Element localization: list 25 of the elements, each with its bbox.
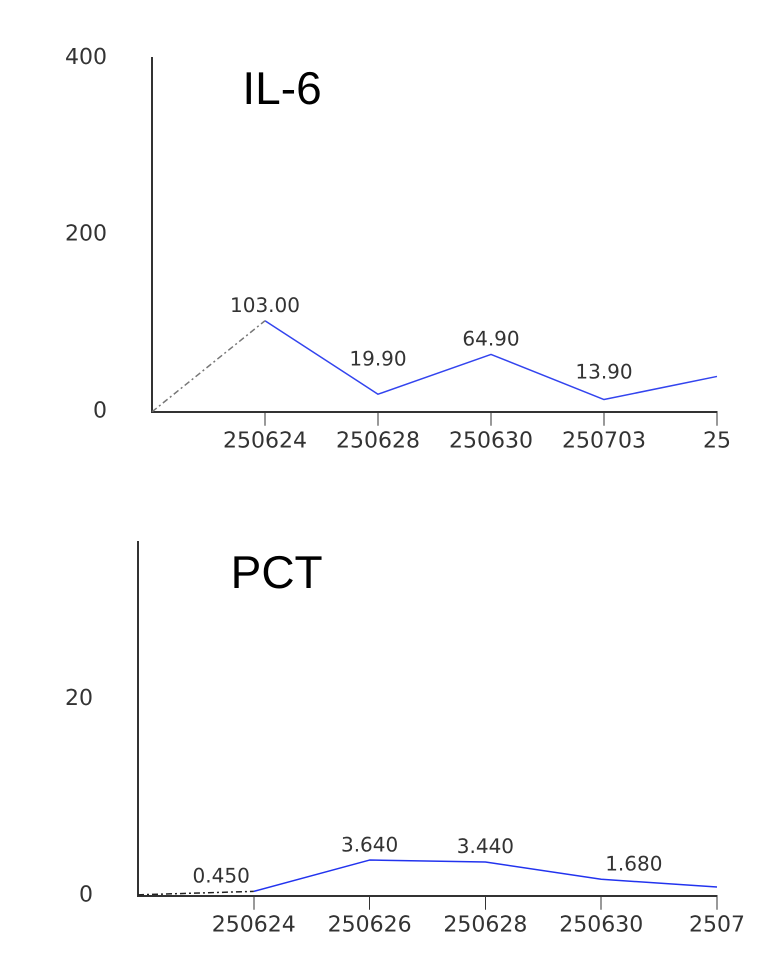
y-tick-label: 400 (64, 44, 107, 70)
data-label: 19.90 (349, 346, 407, 370)
y-tick-label: 0 (78, 882, 93, 908)
x-tick-label: 25 (703, 428, 731, 454)
x-tick-label: 250630 (449, 428, 533, 454)
y-tick-label: 200 (64, 222, 107, 247)
data-label: 0.450 (192, 864, 250, 888)
x-tick-label: 250624 (223, 428, 307, 454)
data-label: 13.90 (575, 360, 633, 384)
x-tick-label: 250626 (328, 912, 412, 938)
chart-title: IL-6 (242, 62, 322, 114)
x-tick-label: 250628 (443, 912, 528, 938)
x-tick-label: 2507 (689, 912, 745, 938)
y-tick-label: 20 (64, 686, 93, 712)
data-label: 103.00 (230, 292, 300, 317)
chart-title: PCT (230, 546, 323, 598)
x-tick-label: 250630 (559, 912, 644, 938)
y-tick-label: 0 (92, 398, 107, 424)
x-tick-label: 250628 (336, 428, 420, 454)
data-label: 3.640 (340, 832, 398, 856)
data-label: 3.440 (456, 834, 514, 858)
data-label: 64.90 (462, 326, 520, 351)
x-tick-label: 250703 (562, 428, 646, 454)
data-label: 1.680 (605, 852, 662, 876)
x-tick-label: 250624 (212, 912, 296, 938)
